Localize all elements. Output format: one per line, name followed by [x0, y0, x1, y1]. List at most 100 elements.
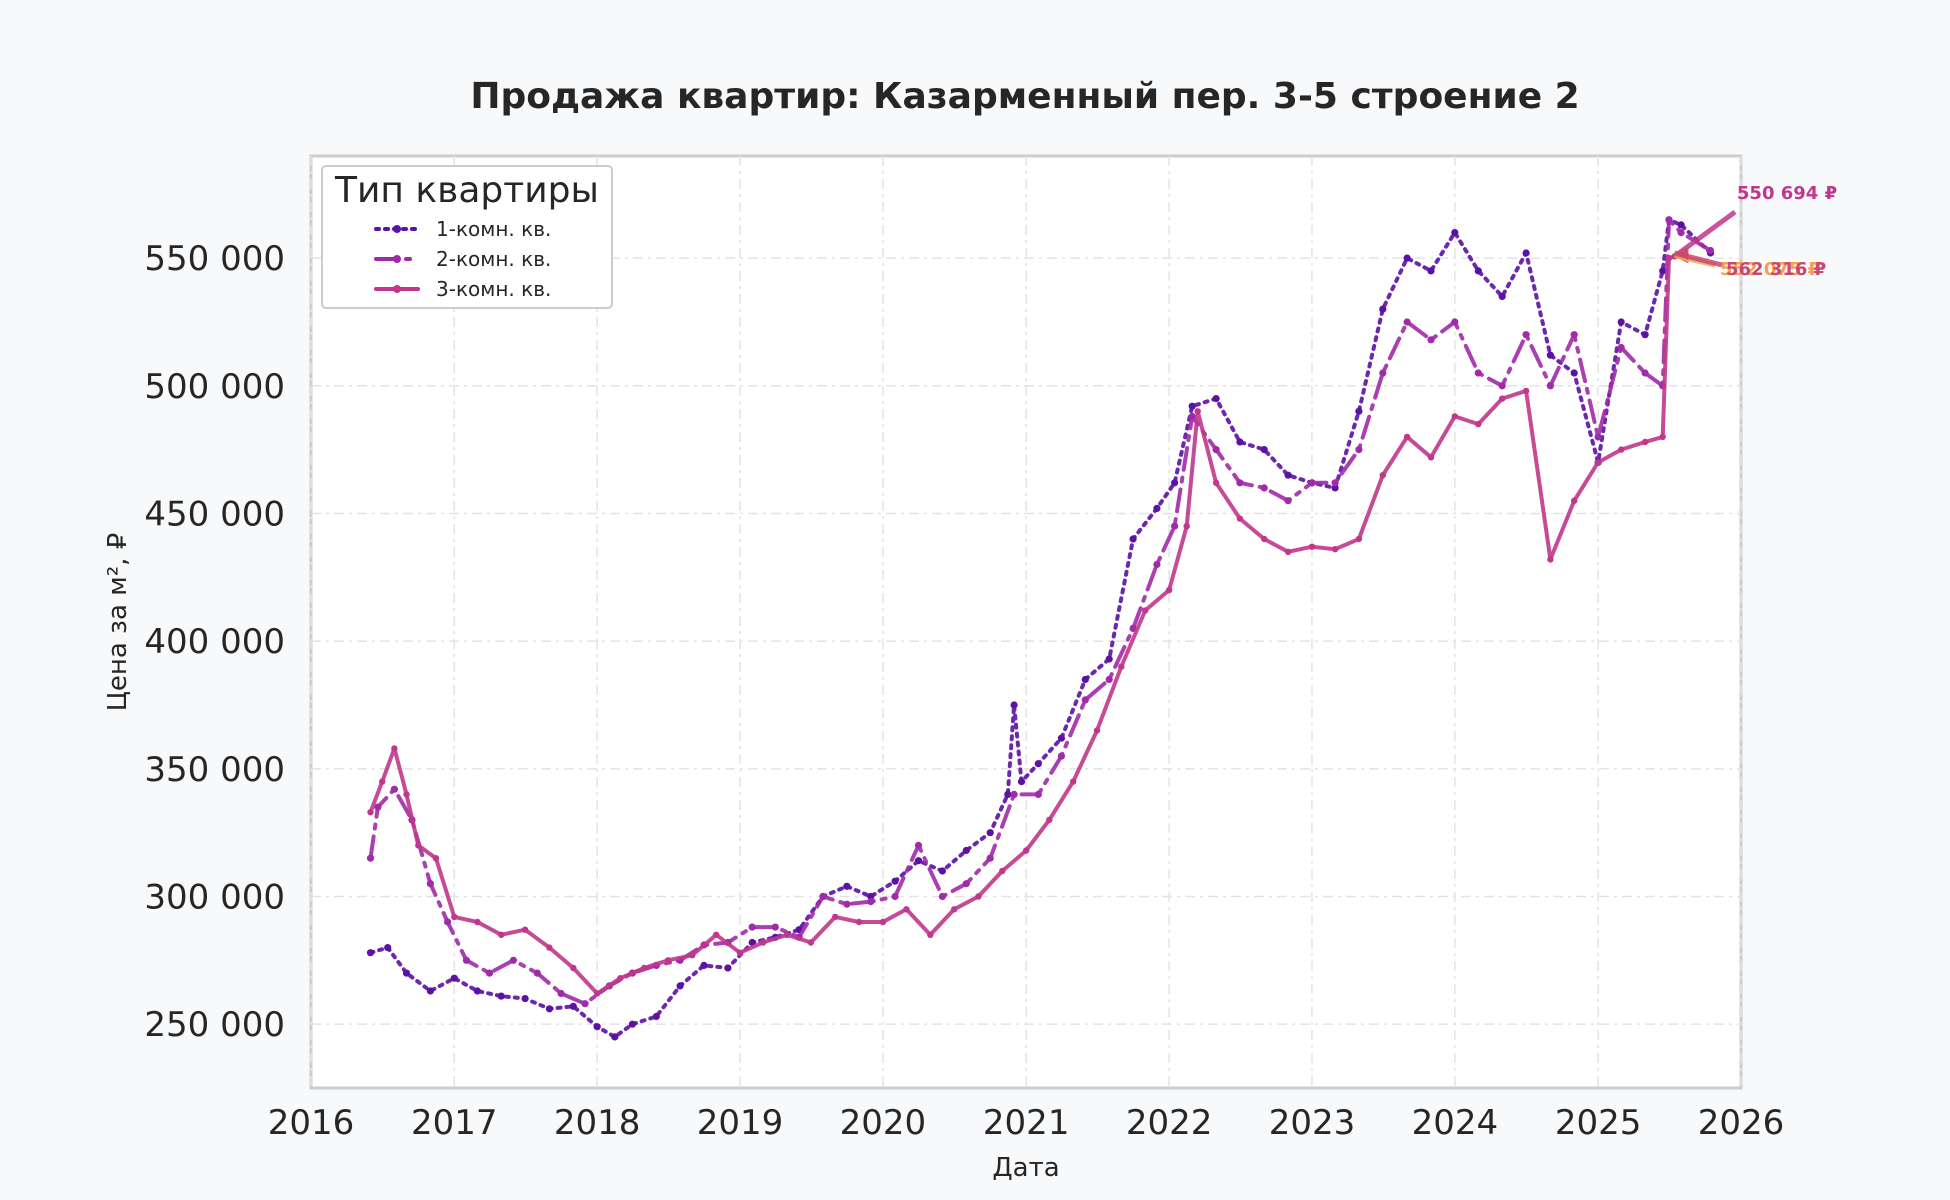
- legend-label: 1-комн. кв.: [436, 217, 551, 241]
- annotation-label: 562 316 ₽: [1726, 259, 1826, 280]
- data-point: [1129, 535, 1137, 543]
- data-point: [1641, 438, 1649, 446]
- data-point: [783, 931, 791, 938]
- y-axis-ticks: 250 000 300 000 350 000 400 000 450 000 500 0…: [144, 239, 285, 1045]
- data-point: [1618, 446, 1625, 453]
- data-point: [1641, 369, 1649, 377]
- data-point: [879, 918, 887, 926]
- data-point: [951, 906, 958, 913]
- data-point: [999, 867, 1006, 875]
- x-tick-label: 2024: [1412, 1103, 1499, 1143]
- data-point: [1522, 387, 1530, 395]
- data-point: [1379, 472, 1387, 479]
- data-point: [444, 918, 452, 926]
- data-point: [1498, 292, 1506, 300]
- data-point: [521, 995, 529, 1003]
- data-point: [1641, 331, 1649, 339]
- data-point: [867, 892, 875, 901]
- data-point: [700, 961, 708, 970]
- x-tick-label: 2021: [983, 1103, 1070, 1143]
- series-3: [367, 253, 1678, 997]
- data-point: [962, 880, 970, 888]
- data-point: [366, 854, 375, 862]
- legend-title: Тип квартиры: [334, 170, 599, 211]
- data-point: [1522, 331, 1530, 339]
- data-point: [1105, 675, 1113, 684]
- y-tick-label: 300 000: [144, 877, 285, 917]
- data-point: [938, 892, 947, 901]
- data-point: [1706, 246, 1715, 255]
- x-tick-label: 2020: [840, 1103, 927, 1143]
- data-point: [1331, 479, 1339, 487]
- data-point: [891, 877, 899, 885]
- data-point: [1261, 535, 1268, 543]
- data-point: [975, 893, 982, 900]
- data-point: [611, 1033, 619, 1041]
- data-point: [391, 745, 398, 752]
- data-point: [1665, 216, 1673, 224]
- data-point: [1284, 548, 1292, 555]
- data-point: [1070, 778, 1077, 785]
- data-point: [1617, 343, 1625, 352]
- data-point: [1057, 752, 1065, 760]
- legend-marker: [393, 255, 401, 263]
- data-point: [402, 969, 411, 977]
- data-point: [736, 949, 744, 956]
- x-tick-label: 2026: [1698, 1103, 1785, 1143]
- data-point: [533, 969, 541, 977]
- x-axis-title: Дата: [992, 1153, 1059, 1183]
- series-layer: [366, 216, 1715, 1041]
- data-point: [771, 923, 779, 931]
- data-point: [664, 957, 672, 964]
- data-point: [914, 857, 923, 865]
- data-point: [1093, 727, 1101, 734]
- data-point: [462, 956, 470, 964]
- data-point: [1118, 663, 1125, 670]
- data-point: [1617, 318, 1625, 326]
- data-point: [545, 1005, 554, 1013]
- data-point: [843, 882, 851, 890]
- data-point: [1474, 267, 1482, 275]
- y-tick-label: 550 000: [144, 239, 285, 279]
- data-point: [1451, 229, 1459, 237]
- data-point: [415, 842, 422, 849]
- data-point: [1188, 402, 1196, 410]
- x-tick-label: 2016: [268, 1103, 355, 1143]
- data-point: [1010, 701, 1018, 709]
- data-point: [432, 855, 440, 862]
- data-point: [1236, 479, 1244, 487]
- data-point: [1451, 413, 1459, 420]
- data-point: [1379, 369, 1387, 377]
- data-point: [546, 944, 553, 951]
- data-point: [1188, 412, 1196, 420]
- data-point: [1355, 446, 1363, 454]
- data-point: [1547, 556, 1554, 563]
- data-point: [1308, 543, 1316, 550]
- data-point: [379, 778, 386, 785]
- data-point: [617, 975, 624, 982]
- data-point: [474, 918, 481, 926]
- data-point: [1499, 395, 1506, 402]
- data-point: [1474, 369, 1482, 377]
- data-point: [1403, 318, 1411, 326]
- data-point: [1284, 471, 1292, 479]
- data-point: [1046, 816, 1053, 824]
- data-point: [569, 1002, 577, 1010]
- data-point: [843, 900, 851, 908]
- data-point: [1236, 438, 1244, 446]
- data-point: [628, 1020, 637, 1028]
- data-point: [938, 867, 947, 875]
- data-point: [1355, 407, 1363, 415]
- data-point: [1105, 655, 1113, 663]
- legend-marker: [393, 285, 401, 293]
- chart-title: Продажа квартир: Казарменный пер. 3-5 ст…: [470, 76, 1579, 117]
- legend-label: 2-комн. кв.: [436, 247, 551, 271]
- data-point: [1212, 395, 1220, 403]
- data-point: [1022, 847, 1030, 854]
- data-point: [1284, 497, 1292, 505]
- x-tick-label: 2022: [1126, 1103, 1213, 1143]
- data-point: [640, 964, 648, 972]
- data-point: [1427, 267, 1435, 275]
- data-point: [1034, 790, 1042, 799]
